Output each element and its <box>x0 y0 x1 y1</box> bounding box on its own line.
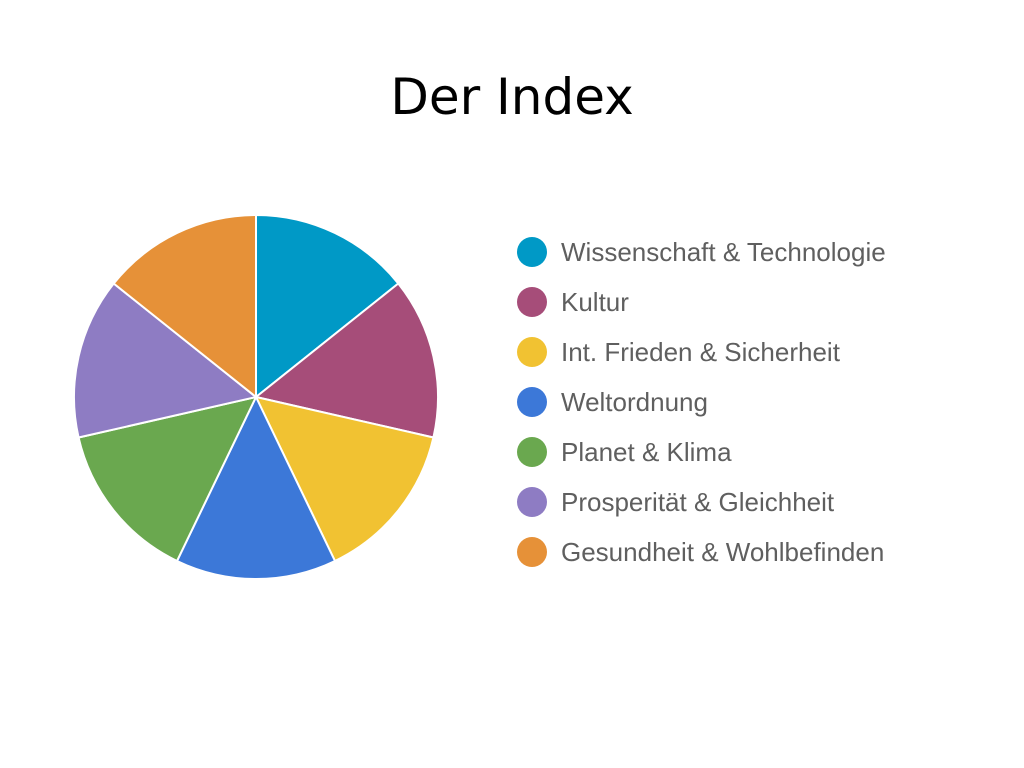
legend-label: Gesundheit & Wohlbefinden <box>561 536 885 567</box>
legend-item: Gesundheit & Wohlbefinden <box>517 527 886 577</box>
legend-item: Wissenschaft & Technologie <box>517 227 886 277</box>
legend-swatch <box>517 337 547 367</box>
legend-label: Planet & Klima <box>561 436 732 467</box>
legend-swatch <box>517 387 547 417</box>
pie-slice-2 <box>253 282 439 439</box>
legend-swatch <box>517 287 547 317</box>
legend-label: Int. Frieden & Sicherheit <box>561 336 840 367</box>
legend-label: Weltordnung <box>561 386 708 417</box>
pie-slice-5 <box>77 395 258 563</box>
legend-label: Prosperität & Gleichheit <box>561 486 835 517</box>
legend-label: Wissenschaft & Technologie <box>561 236 886 267</box>
pie-slice-1 <box>255 213 400 400</box>
legend-swatch <box>517 487 547 517</box>
pie-slice-4 <box>175 394 337 580</box>
pie-slice-7 <box>112 213 257 400</box>
legend-item: Planet & Klima <box>517 427 886 477</box>
legend-label: Kultur <box>561 286 629 317</box>
legend-item: Weltordnung <box>517 377 886 427</box>
slide-title: Der Index <box>390 68 634 126</box>
legend-item: Int. Frieden & Sicherheit <box>517 327 886 377</box>
pie-chart <box>73 213 439 580</box>
chart-legend: Wissenschaft & Technologie Kultur Int. Fri… <box>517 227 886 577</box>
pie-slice-6 <box>73 282 259 439</box>
pie-slice-3 <box>254 395 435 563</box>
legend-item: Prosperität & Gleichheit <box>517 477 886 527</box>
legend-item: Kultur <box>517 277 886 327</box>
legend-swatch <box>517 237 547 267</box>
legend-swatch <box>517 437 547 467</box>
legend-swatch <box>517 537 547 567</box>
